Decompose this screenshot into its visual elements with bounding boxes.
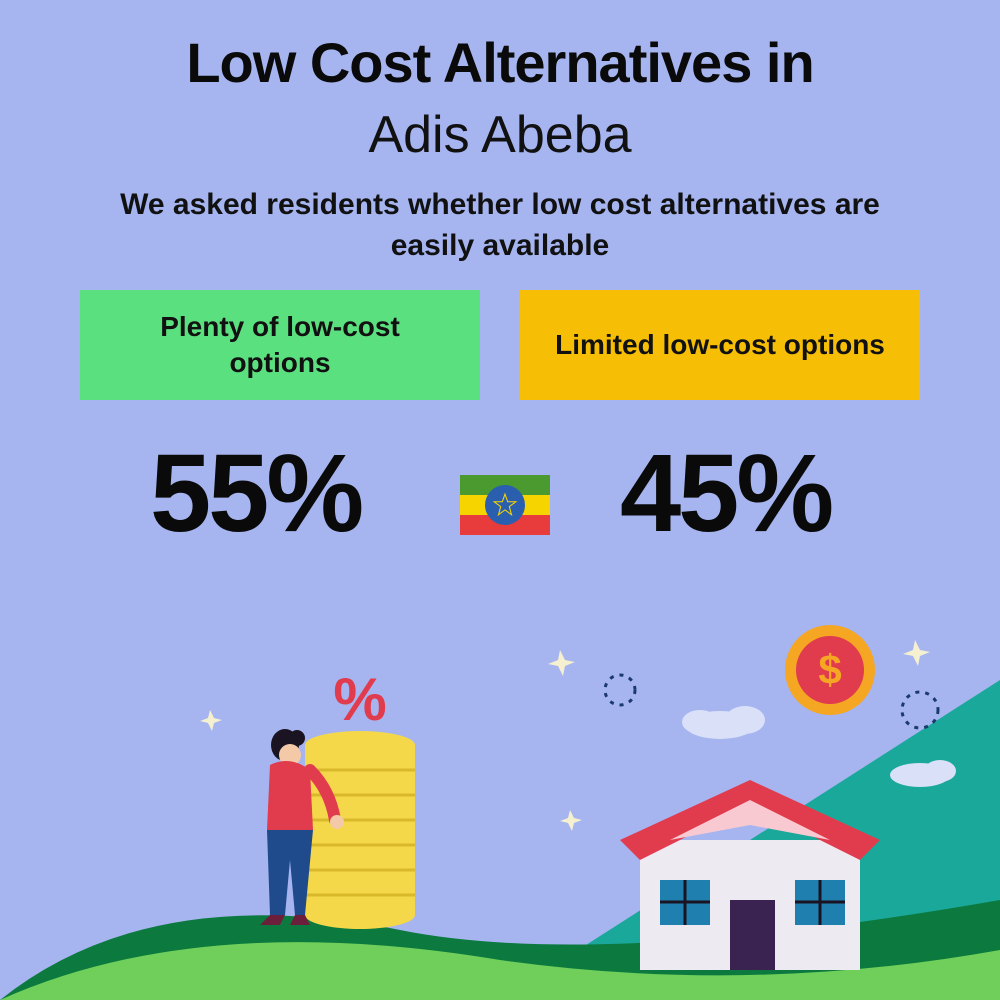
percent-right-value: 45% (620, 430, 831, 557)
svg-text:%: % (333, 666, 386, 733)
svg-text:$: $ (818, 646, 841, 693)
option-plenty-box: Plenty of low-cost options (80, 290, 480, 400)
title-city: Adis Abeba (0, 105, 1000, 165)
option-limited-label: Limited low-cost options (555, 327, 885, 363)
percent-left-value: 55% (150, 430, 361, 557)
illustration-scene: $ % (0, 600, 1000, 1000)
subtitle-text: We asked residents whether low cost alte… (100, 185, 900, 266)
ethiopia-flag-icon (460, 475, 550, 535)
title-line1: Low Cost Alternatives in (0, 30, 1000, 95)
option-limited-box: Limited low-cost options (520, 290, 920, 400)
infographic-canvas: $ % (0, 0, 1000, 1000)
option-plenty-label: Plenty of low-cost options (110, 309, 450, 382)
